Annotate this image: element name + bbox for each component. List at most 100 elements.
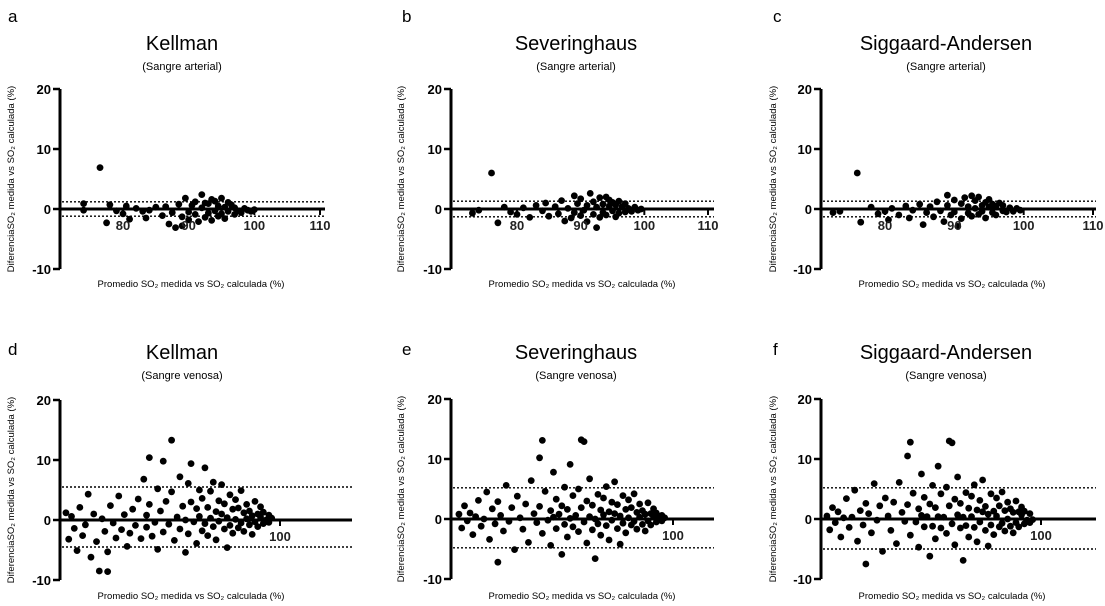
data-point <box>616 540 624 548</box>
data-point <box>885 216 892 224</box>
y-tick-label: -10 <box>793 262 812 277</box>
data-point <box>218 510 226 518</box>
data-point <box>962 489 970 496</box>
data-point <box>926 500 934 508</box>
data-point <box>458 524 466 532</box>
data-point <box>201 520 209 527</box>
data-point <box>251 498 259 505</box>
chart-subtitle: (Sangre arterial) <box>906 61 985 73</box>
data-point <box>574 200 581 208</box>
data-point <box>621 200 629 208</box>
data-point <box>172 224 179 232</box>
y-axis-label: DiferenciaSO₂ medida vs SO₂ calculada (%… <box>396 86 407 272</box>
data-point <box>554 210 562 218</box>
data-point <box>957 200 965 208</box>
data-point <box>943 483 950 491</box>
data-point <box>831 519 839 526</box>
data-point <box>209 478 217 486</box>
panel-letter: d <box>8 340 17 359</box>
data-point <box>611 478 619 486</box>
data-point <box>984 542 992 550</box>
data-point <box>627 504 635 511</box>
data-point <box>497 512 505 519</box>
chart-title: Siggaard-Andersen <box>860 342 1032 364</box>
data-point <box>920 494 928 501</box>
data-point <box>933 198 941 206</box>
data-point <box>968 492 975 500</box>
data-point <box>608 498 616 506</box>
data-point <box>195 218 202 226</box>
data-point <box>552 495 560 503</box>
data-point <box>837 533 845 541</box>
data-point <box>976 497 984 504</box>
data-point <box>212 508 220 515</box>
data-point <box>168 209 176 217</box>
data-point <box>62 509 70 517</box>
data-point <box>982 503 989 510</box>
data-point <box>887 527 895 534</box>
x-axis-label: Promedio SO₂ medida vs SO₂ calculada (%) <box>859 279 1046 290</box>
data-point <box>593 224 600 232</box>
data-point <box>193 505 201 512</box>
data-point <box>170 537 178 544</box>
data-point <box>597 531 605 539</box>
data-point <box>223 544 231 551</box>
y-tick-label: 0 <box>44 513 51 528</box>
panel-letter: c <box>773 7 782 26</box>
data-point <box>586 475 593 483</box>
data-point <box>558 197 565 205</box>
data-point <box>862 500 870 507</box>
data-point <box>959 557 967 564</box>
data-point <box>95 567 103 575</box>
data-point <box>542 199 550 207</box>
data-point <box>104 548 112 556</box>
data-point <box>859 521 867 529</box>
x-tick-label: 110 <box>1083 218 1104 233</box>
data-point <box>868 529 875 537</box>
data-point <box>973 538 981 546</box>
data-point <box>566 461 574 468</box>
data-point <box>195 513 203 520</box>
data-point <box>461 502 468 510</box>
y-axis-label: DiferenciaSO₂ medida vs SO₂ calculada (%… <box>6 86 17 272</box>
data-point <box>611 510 619 517</box>
data-point <box>968 212 976 220</box>
data-point <box>123 543 131 550</box>
data-point <box>641 527 649 535</box>
data-point <box>979 476 987 484</box>
data-point <box>240 528 248 535</box>
data-point <box>541 488 549 495</box>
data-point <box>583 539 591 547</box>
panel-letter: b <box>402 7 411 26</box>
chart-title: Severinghaus <box>515 33 637 55</box>
data-point <box>90 510 98 518</box>
data-point <box>469 209 476 217</box>
data-point <box>614 501 621 508</box>
data-point <box>112 534 120 542</box>
panel-letter: f <box>773 340 778 359</box>
y-tick-label: 0 <box>435 202 442 217</box>
data-point <box>103 219 110 227</box>
data-point <box>143 511 150 519</box>
data-point <box>561 217 569 225</box>
data-point <box>594 520 602 528</box>
data-point <box>615 209 623 217</box>
data-point <box>157 507 164 515</box>
data-point <box>965 533 973 541</box>
chart-subtitle: (Sangre arterial) <box>142 61 221 73</box>
data-point <box>218 210 225 218</box>
data-point <box>527 477 535 484</box>
data-point <box>923 209 930 217</box>
data-point <box>165 220 173 228</box>
data-point <box>221 215 229 223</box>
x-tick-label: 100 <box>1030 528 1052 543</box>
data-point <box>605 536 613 544</box>
data-point <box>982 527 989 534</box>
y-tick-label: -10 <box>423 572 442 587</box>
data-point <box>519 525 527 533</box>
data-point <box>204 209 212 217</box>
y-tick-label: 10 <box>428 142 442 157</box>
chart-title: Kellman <box>146 33 218 55</box>
data-point <box>614 525 621 532</box>
data-point <box>550 468 557 476</box>
